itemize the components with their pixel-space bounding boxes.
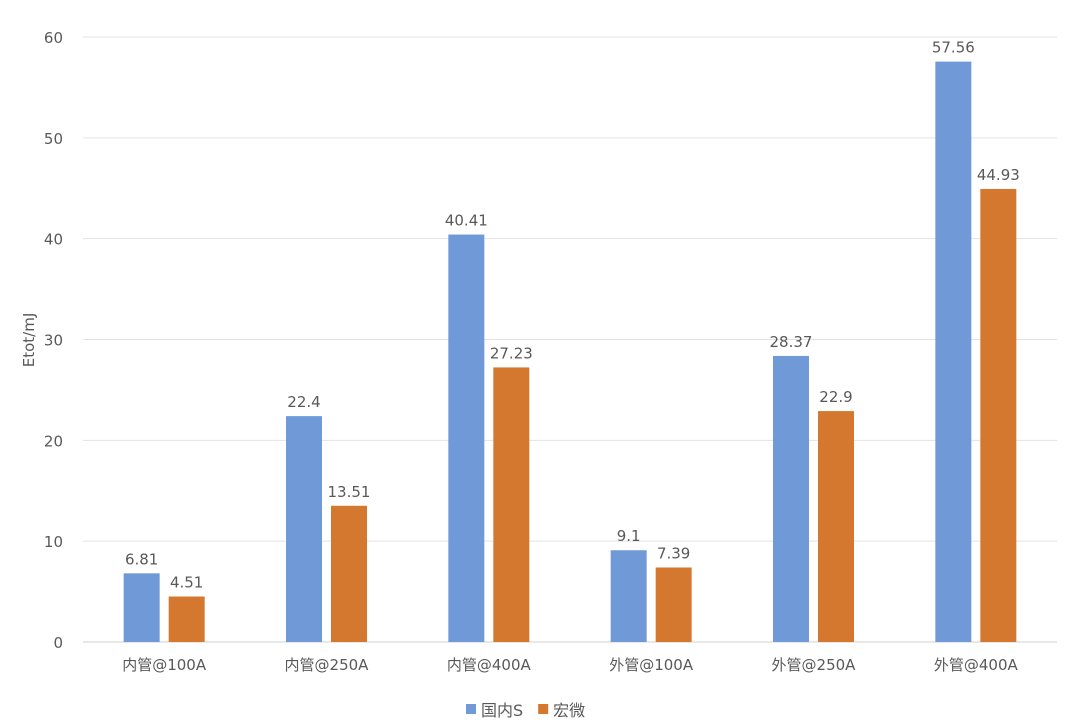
data-label: 28.37 <box>770 333 813 351</box>
data-label: 22.9 <box>819 388 852 406</box>
legend-swatch <box>538 704 549 714</box>
y-tick-label: 30 <box>44 332 63 350</box>
data-label: 6.81 <box>125 550 158 568</box>
bar <box>980 188 1017 643</box>
data-label: 57.56 <box>932 39 975 57</box>
y-tick-label: 50 <box>44 130 63 148</box>
x-tick-label: 内管@400A <box>447 656 532 674</box>
bar <box>123 573 160 642</box>
bar <box>493 367 530 642</box>
y-tick-label: 20 <box>44 432 63 450</box>
bar <box>286 416 322 642</box>
bar <box>818 411 854 642</box>
bars <box>123 61 1017 643</box>
y-tick-label: 60 <box>44 29 63 47</box>
bar <box>935 61 972 642</box>
data-labels: 6.81 4.51 22.4 13.51 40.41 27.23 9.1 7.39 28.37 2… <box>125 39 1020 592</box>
bar <box>448 234 485 642</box>
legend-label: 国内S <box>481 701 523 720</box>
legend: 国内S 宏微 <box>466 701 585 720</box>
x-axis-ticks: 内管@100A 内管@250A 内管@400A 外管@100A 外管@250A 外管@40… <box>122 656 1018 674</box>
data-label: 7.39 <box>657 544 690 562</box>
data-label: 9.1 <box>617 527 641 545</box>
data-label: 27.23 <box>490 344 533 362</box>
data-label: 44.93 <box>977 166 1020 184</box>
bar <box>331 505 367 642</box>
x-tick-label: 外管@250A <box>772 656 857 674</box>
x-tick-label: 内管@250A <box>285 656 370 674</box>
y-tick-label: 10 <box>44 533 63 551</box>
bar <box>655 567 692 642</box>
y-tick-label: 0 <box>53 634 63 652</box>
y-axis-label: Etot/mJ <box>20 313 38 368</box>
bar <box>610 550 647 642</box>
legend-label: 宏微 <box>553 701 585 720</box>
bar <box>773 355 809 642</box>
y-tick-label: 40 <box>44 231 63 249</box>
data-label: 40.41 <box>445 212 488 230</box>
data-label: 22.4 <box>287 393 320 411</box>
legend-swatch <box>466 704 476 714</box>
bar <box>168 596 205 642</box>
gridlines <box>83 36 1057 643</box>
data-label: 4.51 <box>170 574 203 592</box>
x-tick-label: 外管@100A <box>609 656 694 674</box>
x-tick-label: 内管@100A <box>122 656 207 674</box>
x-tick-label: 外管@400A <box>934 656 1019 674</box>
data-label: 13.51 <box>328 483 371 501</box>
y-axis-ticks: 0 10 20 30 40 50 60 <box>44 29 63 652</box>
